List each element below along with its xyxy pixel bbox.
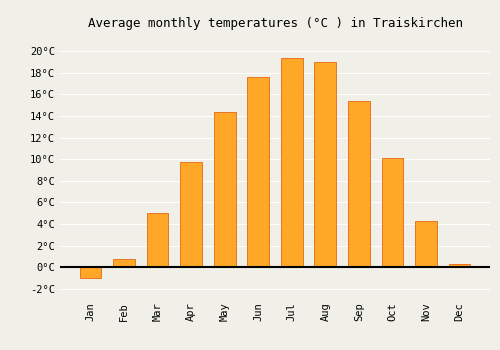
Bar [382,158,404,267]
Bar [314,62,336,267]
Bar [248,77,269,267]
Bar [80,267,102,278]
Bar [113,259,135,267]
Bar [214,112,236,267]
Bar [180,162,202,267]
Bar [146,213,169,267]
Bar [415,221,437,267]
Bar [448,264,470,267]
Bar [281,58,302,267]
Bar [348,101,370,267]
Title: Average monthly temperatures (°C ) in Traiskirchen: Average monthly temperatures (°C ) in Tr… [88,17,462,30]
